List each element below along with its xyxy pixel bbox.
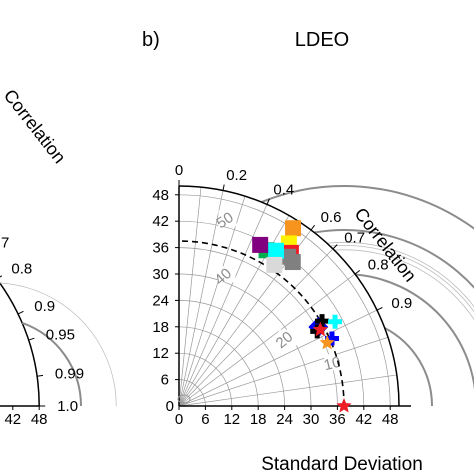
- rmsd-label-bg: [278, 329, 297, 346]
- correlation-tick: [28, 337, 35, 341]
- correlation-tick: [37, 374, 44, 377]
- y-tick-label: 42: [152, 213, 169, 230]
- x-tick-label: 30: [303, 411, 320, 428]
- sd-gridline: [178, 300, 285, 407]
- correlation-gridline: [178, 336, 389, 407]
- correlation-tick-label: 0.95: [46, 326, 75, 343]
- y-tick-label: 0: [166, 398, 174, 415]
- outer-arc: [0, 282, 40, 407]
- x-tick-label: 12: [223, 411, 240, 428]
- x-tick-label: 18: [250, 411, 267, 428]
- outer-arc: [178, 185, 400, 407]
- correlation-gridline: [178, 374, 397, 407]
- rmsd-contour-minor: [334, 249, 474, 321]
- correlation-tick: [332, 244, 338, 250]
- rmsd-contour: [384, 327, 433, 407]
- y-tick-label: 30: [152, 266, 169, 283]
- rmsd-contour: [21, 322, 82, 407]
- sd-gridline: [178, 247, 338, 407]
- data-point-plus: [324, 331, 339, 346]
- rmsd-label-bg: [217, 266, 236, 283]
- data-point-plus: [328, 314, 343, 329]
- y-tick-label: 6: [161, 372, 169, 389]
- sd-gridline: [0, 282, 117, 407]
- correlation-tick-label: 0.7: [0, 234, 9, 251]
- correlation-tick-label: 0.4: [273, 182, 294, 199]
- correlation-tick: [0, 275, 3, 278]
- correlation-tick-label: 0.8: [368, 256, 389, 273]
- correlation-tick-label: 0.9: [391, 295, 412, 312]
- correlation-gridline: [178, 196, 246, 407]
- correlation-tick: [310, 224, 316, 231]
- correlation-tick: [222, 184, 225, 191]
- x-axis-label: Standard Deviation: [261, 454, 423, 474]
- correlation-tick: [266, 198, 270, 205]
- correlation-tick: [376, 307, 383, 311]
- correlation-gridline: [178, 273, 356, 407]
- correlation-tick-label: 0.8: [11, 260, 32, 277]
- data-point-square: [268, 242, 285, 259]
- correlation-gridline: [178, 204, 268, 407]
- rmsd-contour: [261, 185, 474, 230]
- correlation-axis-label: Correlation: [0, 85, 70, 167]
- sd-gridline: [178, 194, 391, 407]
- correlation-tick-label: 0.7: [344, 229, 365, 246]
- data-points: [177, 220, 352, 413]
- rmsd-contour: [314, 229, 474, 289]
- correlation-gridline: [178, 309, 378, 407]
- y-tick-label: 18: [152, 319, 169, 336]
- rmsd-label-bg: [324, 354, 343, 371]
- rmsd-label: 10: [322, 354, 342, 375]
- panel-a-taylor: 42 48 0.70.8 0.9 0.95 0.99 1.0 Correlation: [0, 85, 117, 428]
- rmsd-contour-minor: [329, 245, 474, 313]
- correlation-tick-label: 0.9: [34, 298, 55, 315]
- rmsd-contour: [355, 273, 474, 391]
- y-tick-label: 48: [152, 187, 169, 204]
- correlation-tick-label: 0.6: [321, 209, 342, 226]
- x-tick-label: 48: [31, 411, 48, 428]
- rmsd-small-contours: [326, 241, 474, 321]
- x-tick-label: 36: [329, 411, 346, 428]
- data-point-star: [312, 321, 328, 337]
- correlation-gridline: [178, 248, 334, 407]
- x-tick-label: 42: [4, 411, 21, 428]
- data-point-square: [285, 220, 302, 237]
- data-point-square: [252, 236, 269, 253]
- correlation-tick-label: 0.99: [55, 366, 84, 383]
- panel-b-label: b): [142, 29, 160, 51]
- correlation-tick-label: 1.0: [57, 398, 78, 415]
- x-tick-label: 0: [175, 411, 183, 428]
- correlation-tick-label: 0: [175, 162, 183, 179]
- rmsd-label: 50: [213, 209, 236, 232]
- data-point-square: [284, 254, 301, 271]
- rmsd-label-bg: [218, 210, 237, 227]
- correlation-tick: [17, 310, 24, 315]
- y-tick-label: 24: [152, 292, 169, 309]
- y-tick-label: 12: [152, 345, 169, 362]
- correlation-tick: [354, 269, 361, 275]
- x-tick-label: 6: [201, 411, 209, 428]
- correlation-tick-label: 0.2: [226, 167, 247, 184]
- origin-marker: [177, 394, 191, 404]
- x-tick-label: 24: [276, 411, 293, 428]
- data-point-star: [336, 398, 352, 413]
- chart-title: LDEO: [295, 29, 349, 51]
- rmsd-contour-minor: [326, 241, 474, 308]
- x-tick-label: 48: [382, 411, 399, 428]
- correlation-gridline: [178, 190, 224, 407]
- correlation-gridline: [178, 187, 202, 407]
- sd-gridline: [178, 352, 233, 407]
- sd-gridline: [178, 273, 312, 407]
- y-tick-label: 36: [152, 240, 169, 257]
- data-point-star: [319, 334, 335, 350]
- data-point-plus: [315, 314, 330, 329]
- reference-sd-arc: [178, 240, 345, 407]
- x-tick-label: 42: [355, 411, 372, 428]
- data-point-square: [266, 256, 283, 273]
